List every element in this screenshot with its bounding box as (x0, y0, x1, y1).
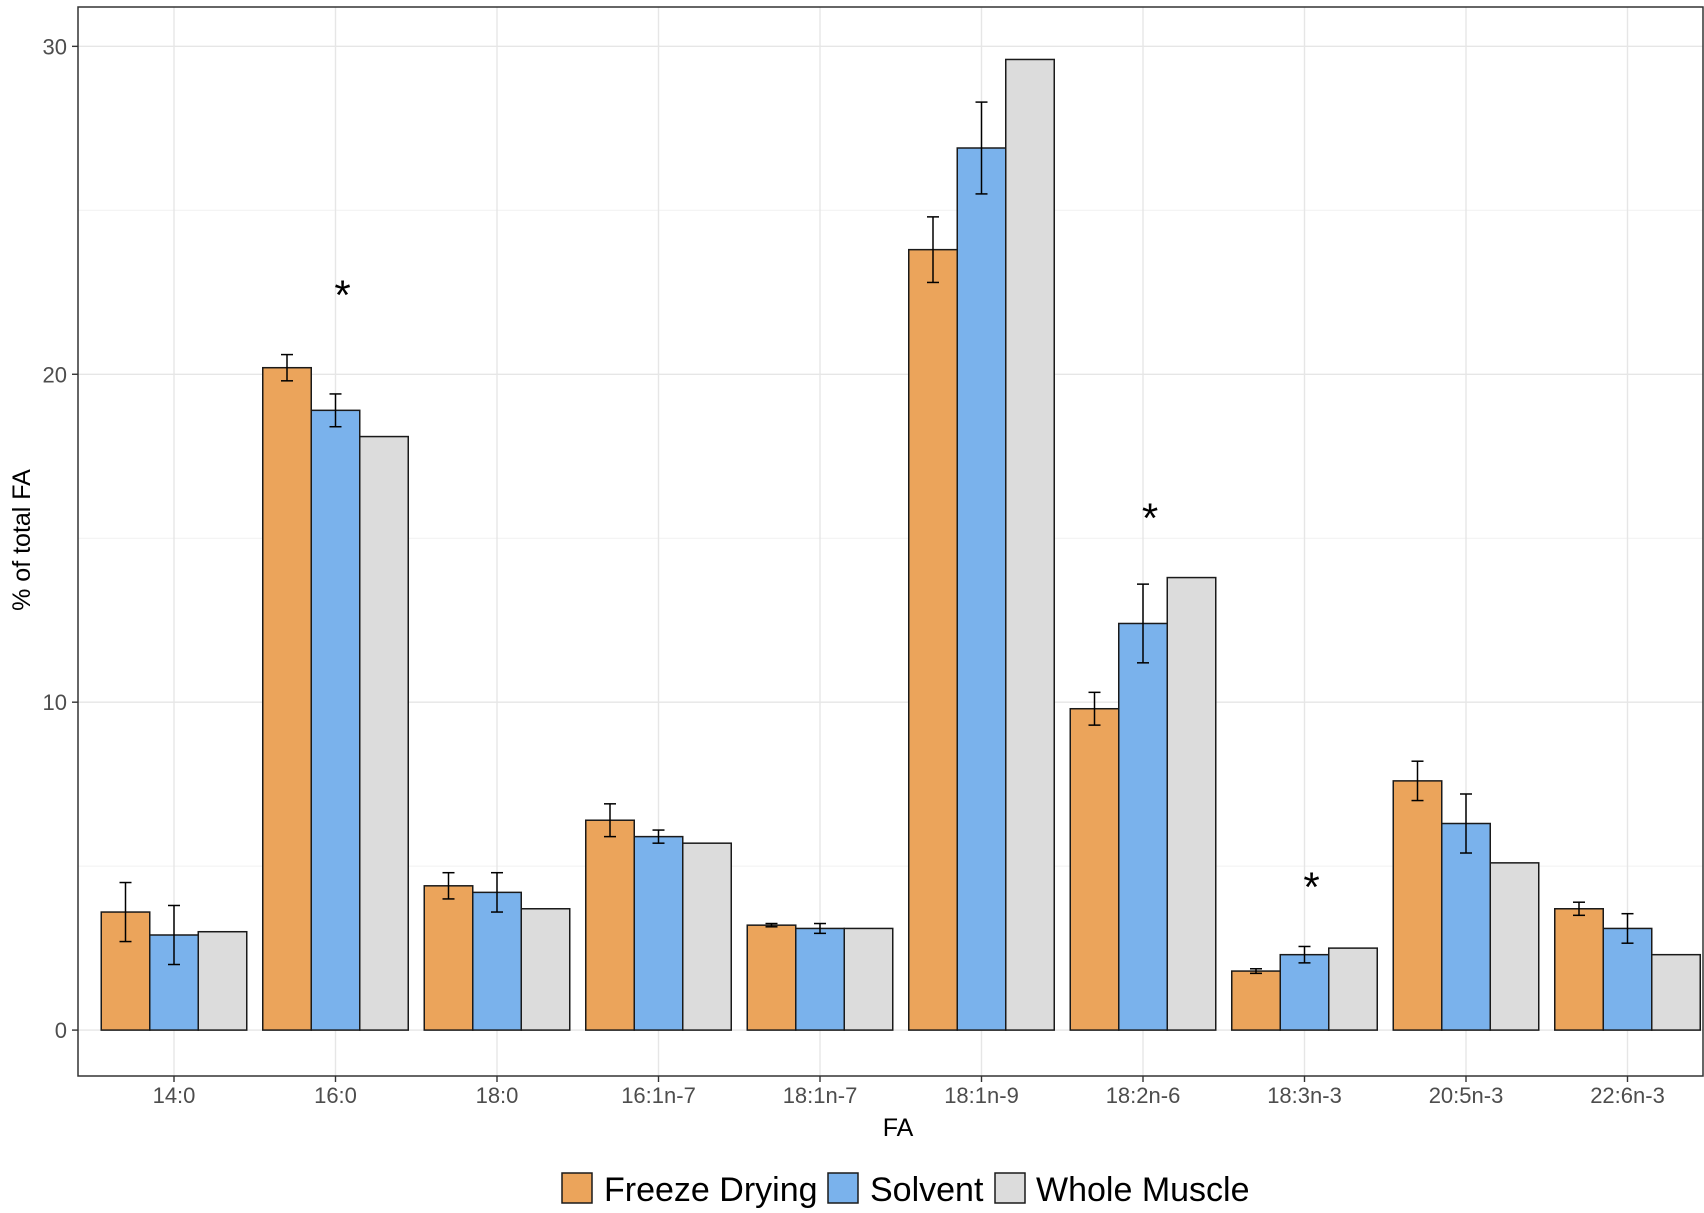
bar (956, 147, 1007, 1031)
axis-layer: 0 10 20 30 14:0 16:0 18:0 16:1n-7 18:1n-7 18:1n-9… (43, 34, 1665, 1108)
annotation-layer: * * * * (334, 0, 1319, 910)
panel-border (77, 6, 1704, 1077)
error-bar (491, 871, 503, 913)
significance-asterisk: * (334, 272, 350, 319)
error-bar (604, 803, 616, 838)
x-tick-label: 16:1n-7 (621, 1083, 696, 1108)
bar (585, 819, 635, 1031)
error-bar (1137, 583, 1149, 664)
legend-label: Solvent (870, 1171, 984, 1208)
bar (1554, 908, 1604, 1031)
error-bar (1411, 760, 1424, 802)
x-tick-label: 22:6n-3 (1590, 1083, 1665, 1108)
error-bar (168, 904, 180, 966)
y-tick-label: 10 (43, 690, 67, 715)
x-tick-label: 18:3n-3 (1267, 1083, 1342, 1108)
y-axis-title: % of total FA (8, 469, 36, 611)
error-bar (652, 829, 665, 844)
error-bar (975, 101, 988, 195)
error-bar (281, 353, 293, 382)
bar (843, 927, 894, 1031)
x-tick-label: 16:0 (314, 1083, 357, 1108)
bar (262, 366, 312, 1031)
significance-asterisk: * (980, 0, 996, 23)
bar (1279, 953, 1330, 1031)
x-tick-label: 18:2n-6 (1106, 1083, 1181, 1108)
bar (1069, 707, 1120, 1031)
bar (1489, 862, 1540, 1031)
bar (1328, 947, 1378, 1031)
x-tick-label: 18:0 (476, 1083, 519, 1108)
bar (1441, 822, 1491, 1031)
x-tick-label: 18:1n-7 (783, 1083, 858, 1108)
legend-item: Freeze Drying (561, 1171, 818, 1209)
error-bar (1250, 968, 1262, 975)
legend-item: Whole Muscle (994, 1171, 1250, 1209)
y-tick-label: 30 (43, 34, 67, 59)
bar (472, 891, 522, 1031)
bars-layer (100, 58, 1701, 1031)
bar (520, 908, 571, 1031)
legend-key (994, 1172, 1026, 1204)
error-bar (1460, 793, 1472, 854)
x-axis-title: FA (883, 1114, 914, 1142)
error-bar (119, 881, 132, 943)
error-bar (1088, 691, 1101, 726)
errorbars-layer (119, 101, 1634, 975)
legend-item: Solvent (827, 1171, 984, 1209)
bar (1651, 953, 1701, 1031)
bar (359, 435, 409, 1031)
x-tick-label: 18:1n-9 (944, 1083, 1019, 1108)
bar (746, 924, 797, 1031)
legend-key (827, 1172, 859, 1204)
legend-key (561, 1172, 593, 1204)
error-bar (329, 393, 342, 428)
error-bar (765, 922, 778, 928)
bar (197, 930, 248, 1031)
bar (310, 409, 361, 1031)
bar (1231, 970, 1281, 1031)
legend-label: Whole Muscle (1036, 1171, 1250, 1208)
y-tick-label: 20 (43, 362, 67, 387)
bar (633, 835, 684, 1031)
legend: Freeze Drying Solvent Whole Muscle (561, 1171, 1250, 1209)
bar (1602, 927, 1653, 1031)
error-bar (927, 216, 939, 284)
error-bar (814, 922, 826, 935)
bar (795, 927, 845, 1031)
bar (682, 842, 732, 1031)
y-tick-label: 0 (55, 1018, 67, 1043)
bar (1005, 58, 1055, 1031)
bar (1392, 780, 1443, 1031)
error-bar (1621, 912, 1634, 944)
bar (1166, 576, 1217, 1031)
significance-asterisk: * (1142, 495, 1158, 542)
bar (908, 248, 958, 1031)
x-tick-label: 20:5n-3 (1429, 1083, 1504, 1108)
significance-asterisk: * (1303, 863, 1319, 910)
bar (1118, 622, 1168, 1031)
bar (423, 885, 474, 1031)
error-bar (1298, 945, 1311, 964)
error-bar (442, 871, 455, 900)
x-tick-label: 14:0 (153, 1083, 196, 1108)
legend-label: Freeze Drying (604, 1171, 818, 1208)
error-bar (1573, 901, 1585, 917)
